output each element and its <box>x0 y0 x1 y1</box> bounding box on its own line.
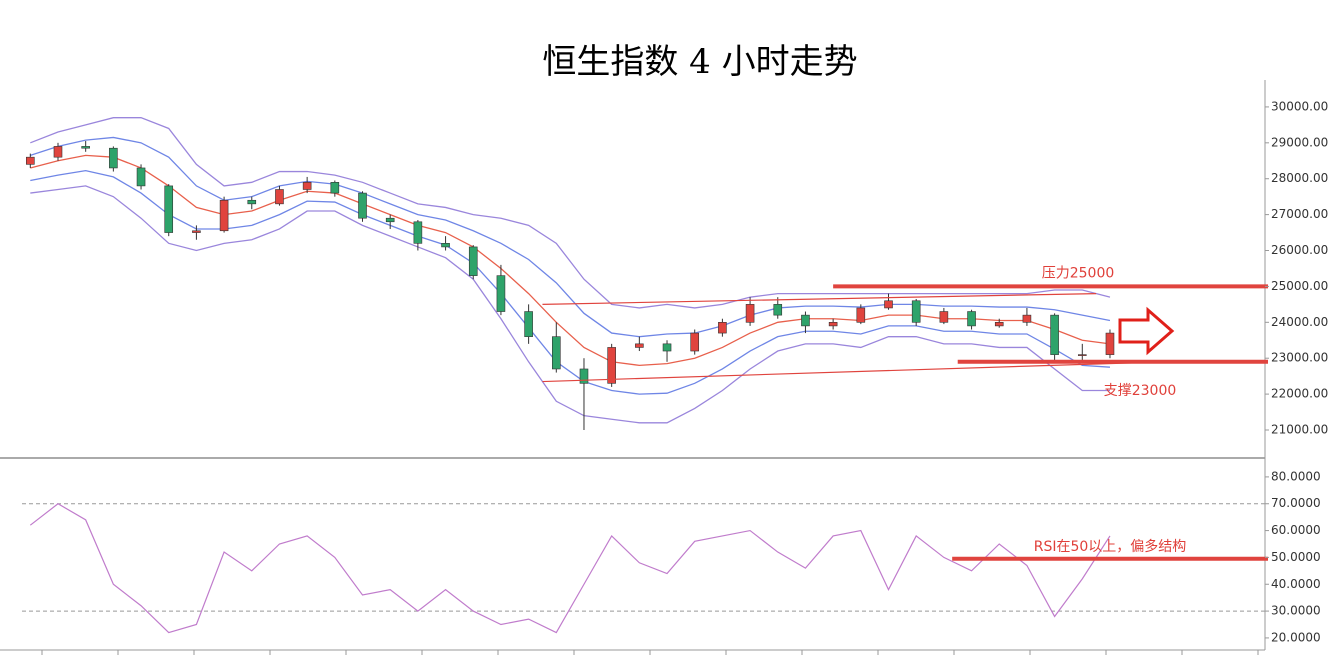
candle-body <box>967 311 976 327</box>
candle-body <box>884 300 893 309</box>
candle-body <box>1077 354 1087 356</box>
candle-body <box>911 300 921 323</box>
band-line <box>30 169 1111 395</box>
candle-body <box>801 314 810 327</box>
candle-body <box>136 167 146 187</box>
candle-body <box>718 322 727 334</box>
y-tick-label: 70.0000 <box>1271 496 1321 510</box>
candle-body <box>1022 314 1032 323</box>
y-tick-label: 40.0000 <box>1271 577 1321 591</box>
candle-body <box>690 332 700 352</box>
band-line <box>30 154 1111 367</box>
chart-title: 恒生指数 4 小时走势 <box>542 42 857 82</box>
y-tick-label: 27000.00 <box>1271 207 1328 221</box>
band-line <box>30 136 1111 338</box>
y-tick-label: 23000.00 <box>1271 351 1328 365</box>
candle-body <box>385 217 395 223</box>
candle-body <box>26 156 35 165</box>
candle-body <box>302 182 312 190</box>
candle-body <box>330 182 340 194</box>
candle-body <box>551 336 561 370</box>
candle-body <box>164 185 174 233</box>
candle-body <box>247 199 257 205</box>
y-tick-label: 20.0000 <box>1271 630 1321 644</box>
y-tick-label: 26000.00 <box>1271 243 1328 257</box>
candle-body <box>358 192 367 219</box>
y-tick-label: 30.0000 <box>1271 604 1321 618</box>
candle-body <box>607 347 616 384</box>
y-tick-label: 25000.00 <box>1271 279 1328 293</box>
candle-body <box>81 146 90 149</box>
candle-body <box>53 146 63 158</box>
candle-body <box>1105 332 1115 355</box>
candle-body <box>773 304 783 316</box>
candle-body <box>635 343 644 348</box>
y-tick-label: 22000.00 <box>1271 387 1328 401</box>
y-tick-label: 29000.00 <box>1271 135 1328 149</box>
candle-body <box>413 221 423 244</box>
band-line <box>30 185 1110 424</box>
candle-body <box>219 199 229 232</box>
annotation-label: 支撑23000 <box>1104 383 1177 399</box>
candle-body <box>662 343 672 352</box>
candle-body <box>275 189 284 205</box>
candle-body <box>828 322 838 327</box>
candle-body <box>441 243 450 248</box>
candle-body <box>1050 314 1059 355</box>
annotation-label: RSI在50以上，偏多结构 <box>1034 538 1187 555</box>
band-line <box>30 117 1111 309</box>
annotation-label: 压力25000 <box>1042 265 1115 281</box>
candle-body <box>524 311 533 337</box>
candle-body <box>496 275 506 312</box>
rsi-line <box>29 503 1111 634</box>
candle-body <box>939 311 949 323</box>
arrow-icon <box>1118 306 1175 356</box>
candle-body <box>109 147 118 169</box>
trend-line <box>542 292 1097 305</box>
y-tick-label: 30000.00 <box>1271 99 1328 113</box>
y-tick-label: 21000.00 <box>1271 423 1328 437</box>
y-tick-label: 80.0000 <box>1271 469 1321 483</box>
y-tick-label: 28000.00 <box>1271 171 1328 185</box>
candle-body <box>856 307 866 323</box>
trend-line <box>542 361 1166 383</box>
y-tick-label: 24000.00 <box>1271 315 1328 329</box>
candle-body <box>994 322 1004 327</box>
y-tick-label: 50.0000 <box>1271 550 1321 564</box>
candle-body <box>745 304 755 323</box>
candle-body <box>468 246 478 276</box>
candle-body <box>579 368 589 384</box>
candle-body <box>192 230 201 233</box>
y-tick-label: 60.0000 <box>1271 523 1321 537</box>
